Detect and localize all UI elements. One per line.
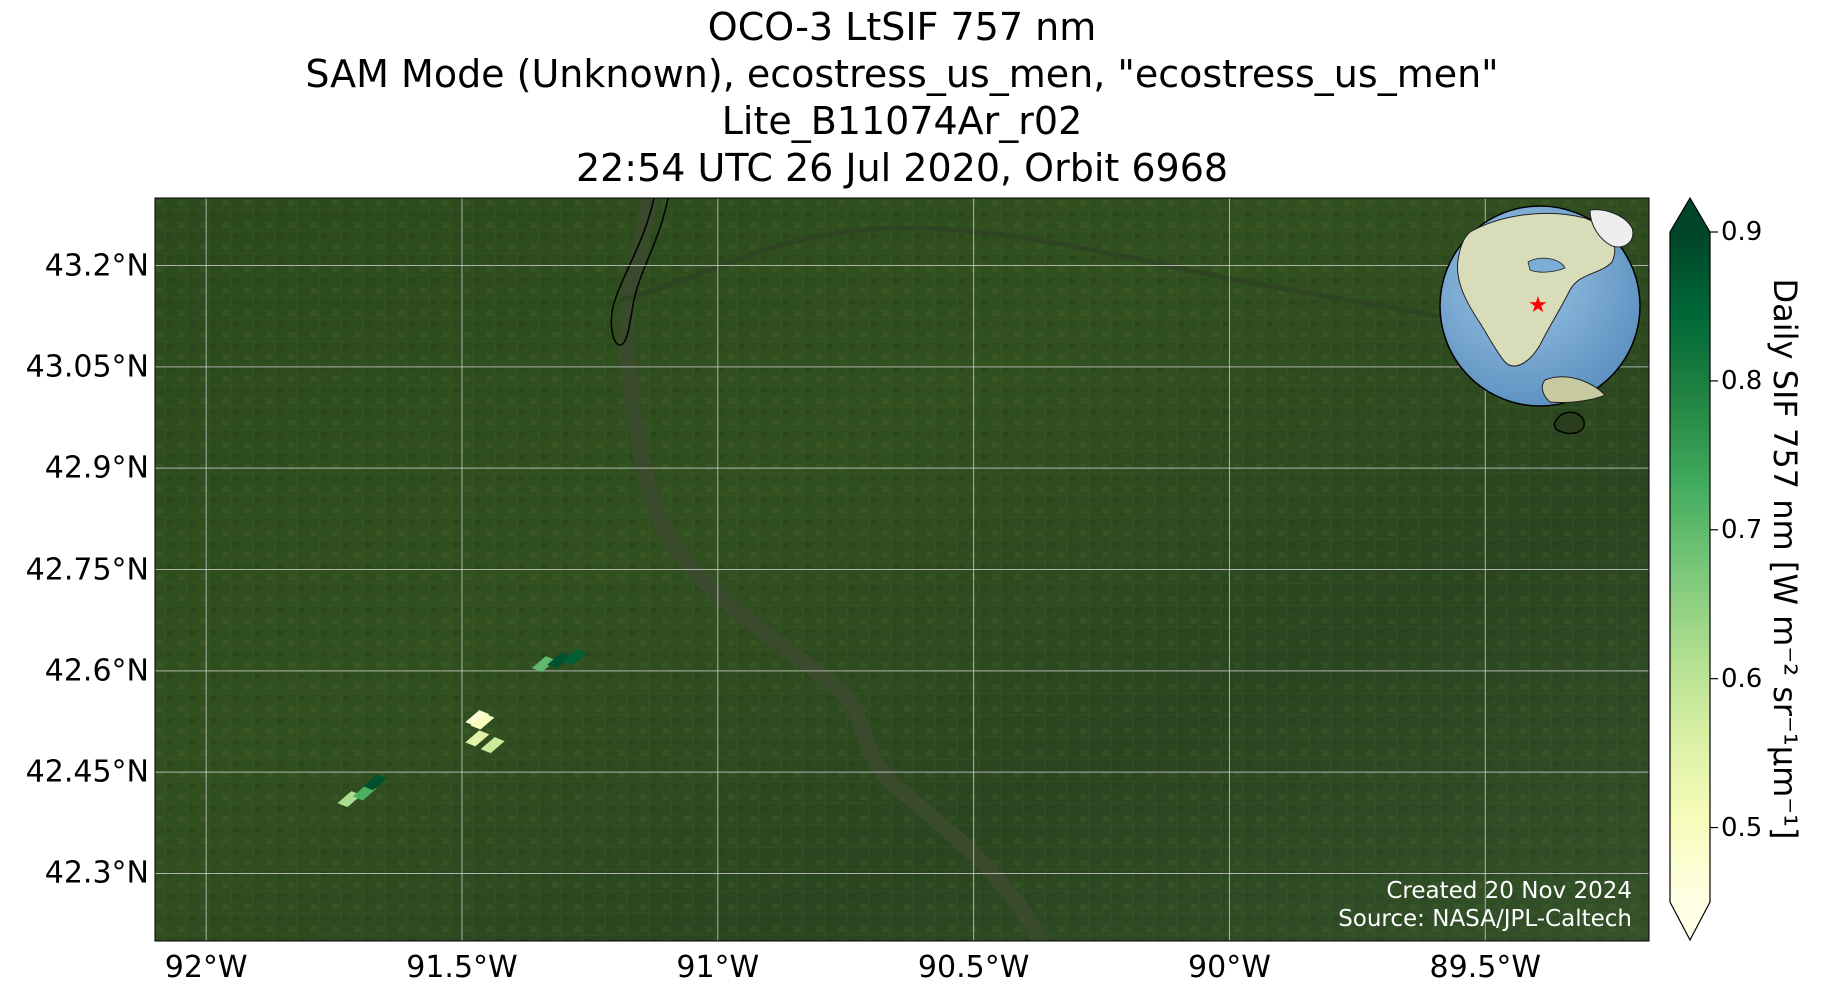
lat-tick-label: 43.05°N — [25, 349, 149, 385]
gridlines — [155, 198, 1649, 941]
lat-tick-label: 42.3°N — [44, 855, 149, 891]
credit-created: Created 20 Nov 2024 — [1386, 878, 1632, 904]
lon-tick-label: 92°W — [164, 950, 248, 985]
boundary-outline — [610, 198, 669, 346]
sif-sounding — [531, 656, 556, 673]
colorbar-gradient — [1670, 232, 1710, 902]
credit-source: Source: NASA/JPL-Caltech — [1338, 906, 1632, 932]
map-frame — [154, 197, 1650, 942]
colorbar-extend-max — [1670, 198, 1710, 232]
globe-greenland — [1589, 209, 1634, 248]
sif-sounding — [480, 737, 505, 754]
title-line-1: OCO-3 LtSIF 757 nm — [707, 5, 1097, 49]
sif-sounding — [562, 649, 587, 666]
globe-south-america — [1541, 376, 1606, 403]
map-area — [155, 198, 1649, 941]
lon-tick-label: 89.5°W — [1429, 950, 1541, 985]
sif-sounding — [470, 713, 495, 730]
lat-tick-label: 43.2°N — [44, 248, 149, 284]
sif-sounding — [465, 710, 490, 727]
globe-great-lakes — [1527, 257, 1566, 273]
colorbar-tick-label: 0.6 — [1721, 663, 1763, 694]
lon-tick-label: 90°W — [1188, 950, 1271, 985]
colorbar-tick-label: 0.7 — [1721, 514, 1763, 545]
lat-tick-label: 42.75°N — [25, 552, 149, 587]
globe-north-america — [1456, 212, 1616, 367]
lon-tick-label: 90.5°W — [917, 950, 1030, 985]
lon-tick-label: 91.5°W — [406, 950, 518, 985]
sif-sounding — [363, 774, 388, 791]
colorbar-label: Daily SIF 757 nm [W m⁻² sr⁻¹μm⁻¹] — [1766, 278, 1804, 840]
lat-tick-label: 42.45°N — [25, 754, 149, 790]
colorbar — [1669, 196, 1718, 942]
colorbar-tick-label: 0.8 — [1721, 365, 1763, 396]
figure-title: OCO-3 LtSIF 757 nm SAM Mode (Unknown), e… — [155, 4, 1649, 192]
lat-tick-label: 42.9°N — [44, 450, 149, 486]
colorbar-tick-label: 0.5 — [1721, 812, 1763, 843]
lat-tick-label: 42.6°N — [44, 653, 149, 689]
location-marker-icon: ★ — [1528, 293, 1548, 318]
mississippi-river — [618, 198, 1048, 941]
title-line-3: Lite_B11074Ar_r02 — [721, 99, 1083, 143]
wisconsin-river — [619, 225, 1461, 323]
colorbar-extend-min — [1670, 902, 1710, 940]
title-line-2: SAM Mode (Unknown), ecostress_us_men, "e… — [305, 52, 1499, 96]
colorbar-tick-label: 0.9 — [1721, 217, 1763, 247]
sif-sounding — [465, 730, 490, 747]
inset-globe: ★ — [1439, 205, 1641, 407]
colorbar-tick-marks — [1710, 231, 1718, 829]
boundary-outline-east — [1553, 411, 1585, 435]
sif-sounding — [547, 652, 572, 669]
title-line-4: 22:54 UTC 26 Jul 2020, Orbit 6968 — [575, 146, 1229, 190]
sif-soundings — [337, 649, 587, 808]
lon-tick-label: 91°W — [676, 950, 760, 985]
